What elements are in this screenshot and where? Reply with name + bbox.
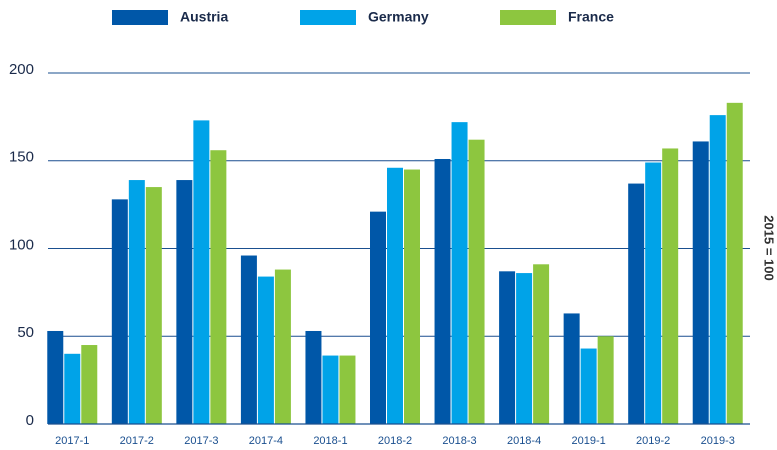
legend-swatch [500, 10, 556, 25]
legend-swatch [112, 10, 168, 25]
bar [176, 180, 193, 424]
x-tick-label: 2018-2 [378, 435, 412, 447]
bar [257, 276, 274, 424]
bar [81, 345, 98, 424]
bar [468, 139, 485, 424]
bar [111, 199, 128, 424]
bar [451, 122, 468, 424]
bar [370, 211, 386, 424]
y-axis-label: 2015 = 100 [762, 215, 777, 280]
x-tick-label: 2018-1 [313, 435, 347, 447]
bar [128, 180, 145, 424]
x-tick-label: 2019-1 [572, 435, 606, 447]
x-tick-label: 2017-2 [120, 435, 154, 447]
bar [387, 167, 403, 424]
y-tick-label: 200 [9, 61, 34, 78]
bar [240, 255, 257, 424]
x-tick-label: 2019-2 [636, 435, 670, 447]
bar [322, 355, 339, 424]
x-tick-label: 2017-1 [55, 435, 89, 447]
bar [499, 271, 516, 424]
y-tick-label: 0 [26, 412, 34, 429]
bar [305, 330, 322, 424]
bar [274, 269, 291, 424]
bar [563, 313, 580, 424]
bar [404, 169, 420, 424]
bar [64, 353, 81, 424]
bar [692, 141, 709, 424]
bar [628, 183, 645, 424]
x-tick-label: 2017-4 [249, 435, 283, 447]
bar [533, 264, 550, 424]
bar [580, 348, 597, 424]
x-tick-label: 2017-3 [184, 435, 218, 447]
legend-swatch [300, 10, 356, 25]
bar [47, 330, 64, 424]
y-tick-label: 50 [17, 324, 34, 341]
bar [193, 120, 210, 424]
bar [339, 355, 356, 424]
y-tick-label: 100 [9, 236, 34, 253]
x-tick-label: 2019-3 [701, 435, 735, 447]
legend-label: Germany [368, 9, 429, 25]
legend-label: France [568, 9, 614, 25]
legend-label: Austria [180, 9, 228, 25]
x-tick-label: 2018-3 [442, 435, 476, 447]
bar [726, 102, 743, 425]
bar [516, 273, 533, 424]
bar [662, 148, 679, 424]
bar [145, 187, 162, 424]
bar [210, 150, 227, 424]
bar [597, 336, 614, 424]
y-tick-label: 150 [9, 149, 34, 166]
bar [645, 162, 662, 424]
bar [709, 115, 726, 425]
bar [434, 158, 451, 424]
x-tick-label: 2018-4 [507, 435, 541, 447]
